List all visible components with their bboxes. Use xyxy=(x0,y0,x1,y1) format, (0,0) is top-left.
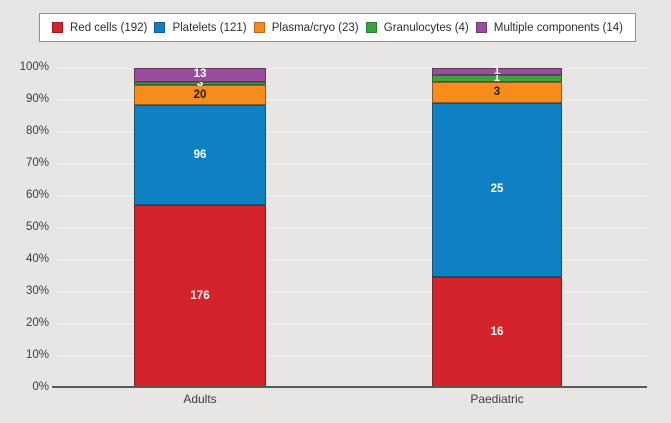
legend-item: Red cells (192) xyxy=(52,22,147,34)
legend-label: Red cells (192) xyxy=(70,21,148,34)
gridline xyxy=(57,99,647,101)
gridline xyxy=(57,163,647,165)
legend-item: Multiple components (14) xyxy=(475,21,623,34)
y-tick-label: 40% xyxy=(25,253,49,265)
x-axis-line xyxy=(52,386,647,388)
segment: 16 xyxy=(432,276,562,388)
segment: 3 xyxy=(134,77,266,88)
segment: 176 xyxy=(134,205,266,388)
y-tick-label: 100% xyxy=(19,61,49,73)
legend-item: Granulocytes (4) xyxy=(365,21,469,34)
y-tick-label: 70% xyxy=(25,157,49,169)
legend-label: Plasma/cryo (23) xyxy=(271,21,359,34)
gridline xyxy=(57,131,647,133)
y-tick-label: 50% xyxy=(25,221,49,233)
legend-label: Platelets (121) xyxy=(172,21,247,34)
category-label: Paediatric xyxy=(470,392,524,406)
legend-item: Plasma/cryo (23) xyxy=(253,21,359,34)
segment-value-label: 25 xyxy=(490,183,504,196)
y-tick-label: 0% xyxy=(32,381,49,393)
segment-value-label: 176 xyxy=(190,290,210,303)
segment-value-label: 13 xyxy=(193,68,207,81)
y-tick-label: 20% xyxy=(25,317,49,329)
segment-value-label: 96 xyxy=(193,148,207,161)
y-tick-label: 10% xyxy=(25,349,49,361)
legend-swatch-icon xyxy=(154,22,166,33)
gridline xyxy=(57,227,647,229)
gridline xyxy=(57,355,647,357)
segment: 96 xyxy=(134,105,266,206)
y-tick-label: 80% xyxy=(25,125,49,137)
segment-value-label: 1 xyxy=(493,71,501,84)
legend-label: Multiple components (14) xyxy=(493,21,623,34)
gridline xyxy=(57,291,647,293)
y-tick-label: 90% xyxy=(25,93,49,105)
segment-value-label: 3 xyxy=(493,85,501,98)
segment: 1 xyxy=(432,65,562,77)
category-label: Adults xyxy=(183,392,217,406)
legend-swatch-icon xyxy=(365,22,377,33)
segment-value-label: 20 xyxy=(193,88,207,101)
legend-swatch-icon xyxy=(253,22,265,33)
y-tick-label: 30% xyxy=(25,285,49,297)
segment: 3 xyxy=(432,81,562,103)
segment: 20 xyxy=(134,84,266,106)
segment-value-label: 3 xyxy=(196,76,204,89)
gridline xyxy=(57,259,647,261)
y-tick-label: 60% xyxy=(25,189,49,201)
legend-item: Platelets (121) xyxy=(154,21,247,34)
gridline xyxy=(57,323,647,325)
gridline xyxy=(57,67,647,69)
legend-swatch-icon xyxy=(52,22,63,33)
legend: Red cells (192) Platelets (121) Plasma/cry… xyxy=(39,13,636,42)
gridline xyxy=(57,195,647,197)
bar-adults: 176 96 20 3 13 xyxy=(134,68,266,388)
segment-value-label: 16 xyxy=(490,325,504,338)
legend-swatch-icon xyxy=(475,22,487,33)
segment: 25 xyxy=(432,102,562,277)
segment-value-label: 1 xyxy=(493,65,501,77)
bar-paediatric: 16 25 3 1 1 xyxy=(432,65,562,388)
legend-label: Granulocytes (4) xyxy=(383,21,469,34)
segment: 13 xyxy=(134,68,266,82)
segment: 1 xyxy=(432,71,562,84)
